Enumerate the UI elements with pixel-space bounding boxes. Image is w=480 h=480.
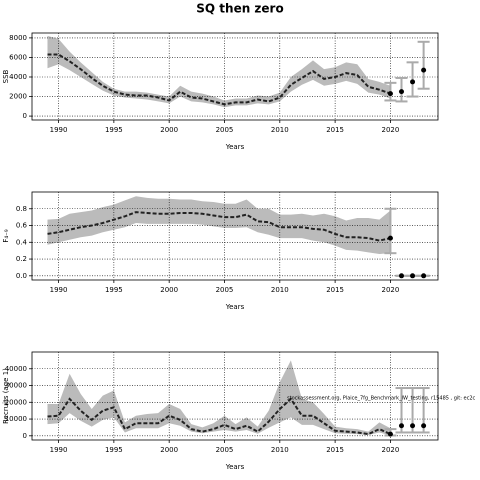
projection-point: [387, 431, 393, 437]
x-tick-label: 1990: [50, 126, 68, 134]
x-tick-label: 2005: [216, 126, 234, 134]
x-tick-label: 2010: [271, 286, 289, 294]
y-tick-label: 30000: [5, 382, 27, 390]
x-tick-label: 2010: [271, 126, 289, 134]
y-axis-label: SSB: [2, 69, 10, 83]
x-tick-label: 1995: [105, 446, 123, 454]
median-line: [47, 211, 391, 242]
x-tick-label: 1995: [105, 126, 123, 134]
projection-point: [421, 273, 427, 279]
figure-title: SQ then zero: [196, 2, 283, 16]
projection-point: [421, 423, 427, 429]
x-tick-label: 2000: [160, 126, 178, 134]
median-line: [47, 397, 391, 436]
projection-point: [387, 235, 393, 241]
y-tick-label: 6000: [9, 53, 27, 61]
y-tick-label: 40000: [5, 365, 27, 373]
y-tick-label: 20000: [5, 398, 27, 406]
plot-frame: [31, 32, 439, 121]
y-tick-label: 0: [23, 432, 27, 440]
projection-point: [398, 89, 404, 95]
x-axis-label: Years: [225, 143, 245, 151]
projection-point: [410, 79, 416, 85]
x-tick-label: 2015: [326, 286, 344, 294]
y-axis-label: Recruits (age 1): [2, 368, 10, 424]
y-tick-label: 0.0: [16, 272, 27, 280]
plot-frame: [31, 191, 439, 281]
x-tick-label: 2015: [326, 446, 344, 454]
y-tick-label: 10000: [5, 415, 27, 423]
x-tick-label: 1990: [50, 286, 68, 294]
y-tick-label: 8000: [9, 34, 27, 42]
projection-point: [421, 67, 427, 73]
y-tick-label: 0.4: [16, 238, 28, 246]
confidence-band: [47, 360, 391, 436]
x-tick-label: 2000: [160, 446, 178, 454]
projection-point: [410, 423, 416, 429]
y-tick-label: 0: [23, 112, 27, 120]
x-tick-label: 2010: [271, 446, 289, 454]
annotation: stockassessment.org, Plaice_7fg_Benchmar…: [287, 396, 476, 402]
x-tick-label: 2005: [216, 286, 234, 294]
projection-point: [387, 91, 393, 97]
y-tick-label: 4000: [9, 73, 27, 81]
median-line: [47, 53, 391, 106]
confidence-band: [47, 196, 391, 255]
y-axis-label: F₄₋₉: [2, 229, 10, 243]
x-tick-label: 2020: [382, 126, 400, 134]
x-tick-label: 1990: [50, 446, 68, 454]
x-tick-label: 2005: [216, 446, 234, 454]
plot-frame: [31, 351, 439, 441]
y-tick-label: 0.6: [16, 222, 28, 230]
y-tick-label: 0.2: [16, 255, 27, 263]
projection-point: [398, 423, 404, 429]
y-tick-label: 0.8: [16, 205, 27, 213]
projection-point: [410, 273, 416, 279]
x-tick-label: 2000: [160, 286, 178, 294]
x-axis-label: Years: [225, 463, 245, 471]
x-tick-label: 2020: [382, 446, 400, 454]
x-tick-label: 2020: [382, 286, 400, 294]
projection-point: [398, 273, 404, 279]
x-tick-label: 1995: [105, 286, 123, 294]
x-tick-label: 2015: [326, 126, 344, 134]
confidence-band: [47, 35, 391, 108]
x-axis-label: Years: [225, 303, 245, 311]
y-tick-label: 2000: [9, 93, 27, 101]
